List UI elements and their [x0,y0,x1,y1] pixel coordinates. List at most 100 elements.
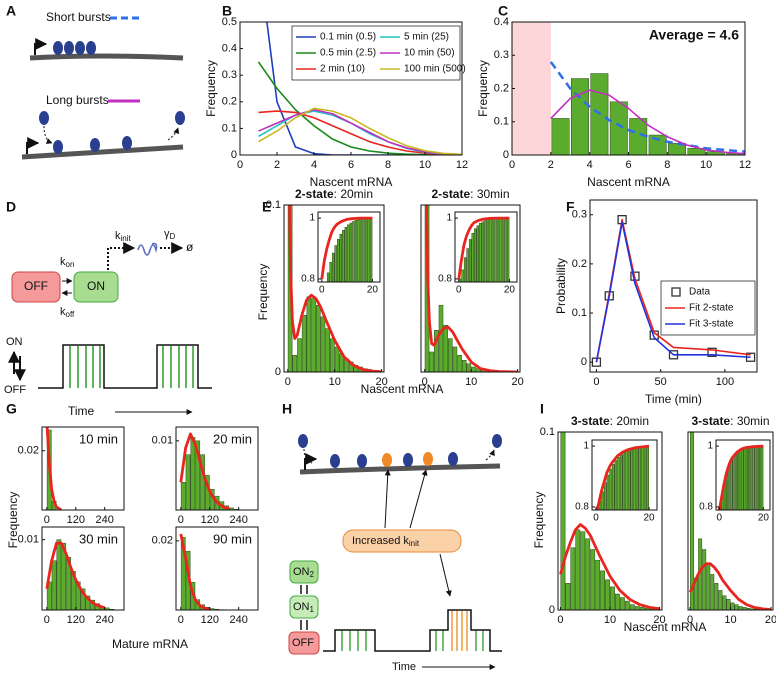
bar [56,539,62,610]
state-label: OFF [292,637,314,649]
line [457,216,510,280]
x-tick-label: 2 [274,159,280,171]
bar [331,252,335,282]
bar [476,225,479,282]
bar [575,529,581,610]
bar [326,272,330,282]
bar [726,599,731,610]
y-axis-label: Frequency [256,264,270,321]
legend-label: 10 min (50) [404,48,455,59]
bar [471,366,476,372]
bar [506,217,510,282]
time-label: Time [392,661,416,673]
plot-title: 3-state: 30min [691,414,769,428]
rate-sub: init [121,234,132,243]
x-tick-label: 20 [376,376,388,388]
plot-area [512,22,745,155]
initiation-lines [341,630,484,651]
polymerase [423,452,433,466]
bar [750,446,753,510]
plot-area [424,205,518,372]
bar [668,143,686,155]
bar [571,78,589,155]
legend-label: 0.5 min (2.5) [320,48,376,59]
x-tick-label: 240 [230,614,248,626]
x-tick-label: 8 [664,159,670,171]
promoter [34,38,48,55]
bar [337,239,340,282]
x-tick-label: 20 [512,376,524,388]
bar [734,453,737,510]
y-tick-label: 0.3 [494,49,509,61]
annotation: 30 min [79,531,118,546]
x-tick-label: 10 [604,614,616,626]
state-arrows [300,585,308,630]
bar [745,447,748,510]
panel-label: H [282,401,292,417]
bar [580,531,586,610]
x-tick-label: 20 [643,513,655,524]
bar [484,220,487,282]
title-rest: : 30min [730,414,769,428]
line [425,205,518,372]
line [45,427,63,510]
bar [736,451,740,510]
x-tick-label: 120 [67,514,85,526]
panel-label: F [566,199,575,215]
bar [752,446,755,510]
arrow [409,469,428,529]
bar [61,542,67,610]
bar [320,316,326,372]
x-tick-label: 0 [44,514,50,526]
legend-label: 0.1 min (0.5) [320,32,376,43]
polymerase [175,111,185,125]
polymerase [403,453,413,467]
line [45,541,106,610]
bar [565,583,571,610]
x-tick-label: 120 [201,514,219,526]
bar [329,261,332,282]
plot-title: 2-state: 20min [295,187,373,201]
x-tick-label: 10 [700,159,712,171]
x-tick-label: 0 [687,614,693,626]
y-tick-label: 0.01 [152,435,173,447]
bar [629,604,635,610]
line [258,108,462,155]
title-bold: 2-state [431,187,470,201]
bar [468,239,472,282]
x-tick-label: 20 [504,285,516,296]
x-tick-label: 0 [237,159,243,171]
bar [625,451,628,510]
promoter [304,453,318,470]
plot-area [320,216,373,282]
rate: γ [164,228,170,240]
bar [190,437,196,510]
bar [452,346,458,372]
y-tick-label: 0.8 [575,502,589,513]
x-tick-label: 0 [422,376,428,388]
legend-label: 5 min (25) [404,32,449,43]
marker [707,347,717,357]
state-box [289,560,319,584]
y-axis-label: Frequency [6,492,20,549]
plot-area [457,216,510,282]
bar [622,452,626,510]
bar [734,604,739,610]
x-tick-label: 20 [367,285,379,296]
y-axis-label: Frequency [532,492,546,549]
rate-label: kinit [115,230,132,243]
polymerase [75,41,85,55]
title-rest: : 30min [470,187,509,201]
x-axis-label: Nascent mRNA [624,620,707,634]
bar [334,346,340,372]
panel-label: C [498,3,508,19]
axes-frame [175,526,259,611]
panel-label: G [6,401,17,417]
y-axis-label: Frequency [476,60,490,117]
x-tick-label: 20 [758,513,770,524]
rate: k [60,306,66,318]
bar [639,607,645,610]
title-rest: : 20min [610,414,649,428]
axes-frame [591,439,658,511]
